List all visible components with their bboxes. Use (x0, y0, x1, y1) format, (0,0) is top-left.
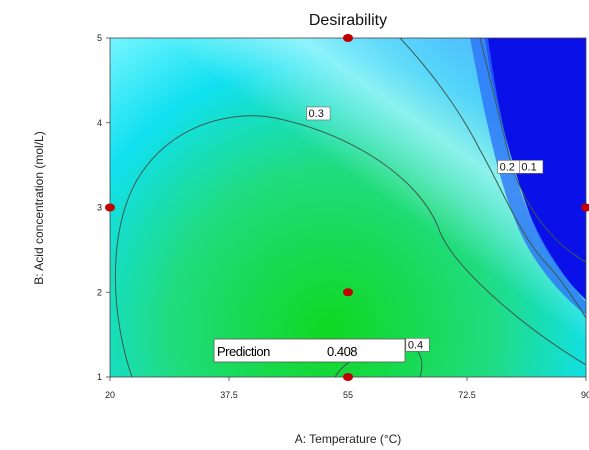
y-tick-label: 2 (97, 287, 102, 297)
contour-label-text: 0.1 (521, 161, 536, 173)
y-tick-label: 3 (97, 203, 102, 213)
y-axis-title: B: Acid concentration (mol/L) (32, 131, 46, 284)
prediction-box: Prediction 0.408 (213, 338, 406, 363)
plot-area: 0.3 0.2 0.1 0.4 (110, 38, 586, 377)
contour-label: 0.1 (519, 160, 544, 174)
contour-label: 0.4 (405, 338, 430, 352)
contour-labels: 0.3 0.2 0.1 0.4 (306, 106, 544, 352)
contour-label-box (405, 338, 430, 352)
y-tick-label: 5 (97, 33, 102, 43)
prediction-box-frame (213, 338, 406, 363)
contour-label-box (519, 160, 544, 174)
x-tick-label: 37.5 (220, 390, 238, 400)
x-tick-label: 90 (581, 390, 589, 400)
contour-label-text: 0.4 (408, 339, 423, 351)
design-point (105, 203, 115, 212)
x-tick-label: 72.5 (458, 390, 476, 400)
contour-line-0.2 (399, 38, 586, 319)
prediction-label: Prediction (217, 344, 270, 359)
y-tick-label: 4 (97, 118, 102, 128)
y-tick-label: 1 (97, 372, 102, 382)
x-tick-label: 20 (105, 390, 115, 400)
design-point (343, 373, 353, 381)
design-points (105, 34, 589, 381)
desirability-heatmap (110, 38, 586, 377)
contour-label-text: 0.2 (500, 161, 515, 173)
design-point (343, 34, 353, 42)
transition-region (470, 38, 586, 315)
contour-label-text: 0.3 (309, 108, 324, 120)
design-point (343, 288, 353, 297)
contour-line-0.1 (479, 38, 586, 263)
x-tick-label: 55 (343, 390, 353, 400)
contour-label: 0.3 (306, 106, 331, 121)
prediction-value: 0.408 (327, 344, 357, 359)
x-axis-ticks: 20 37.5 55 72.5 90 (105, 377, 589, 400)
chart-title: Desirability (309, 12, 387, 29)
contour-line-0.3 (114, 115, 586, 377)
design-point (581, 203, 589, 212)
contour-label: 0.2 (497, 160, 522, 174)
contour-label-box (306, 106, 331, 121)
x-axis-title: A: Temperature (°C) (295, 432, 402, 446)
